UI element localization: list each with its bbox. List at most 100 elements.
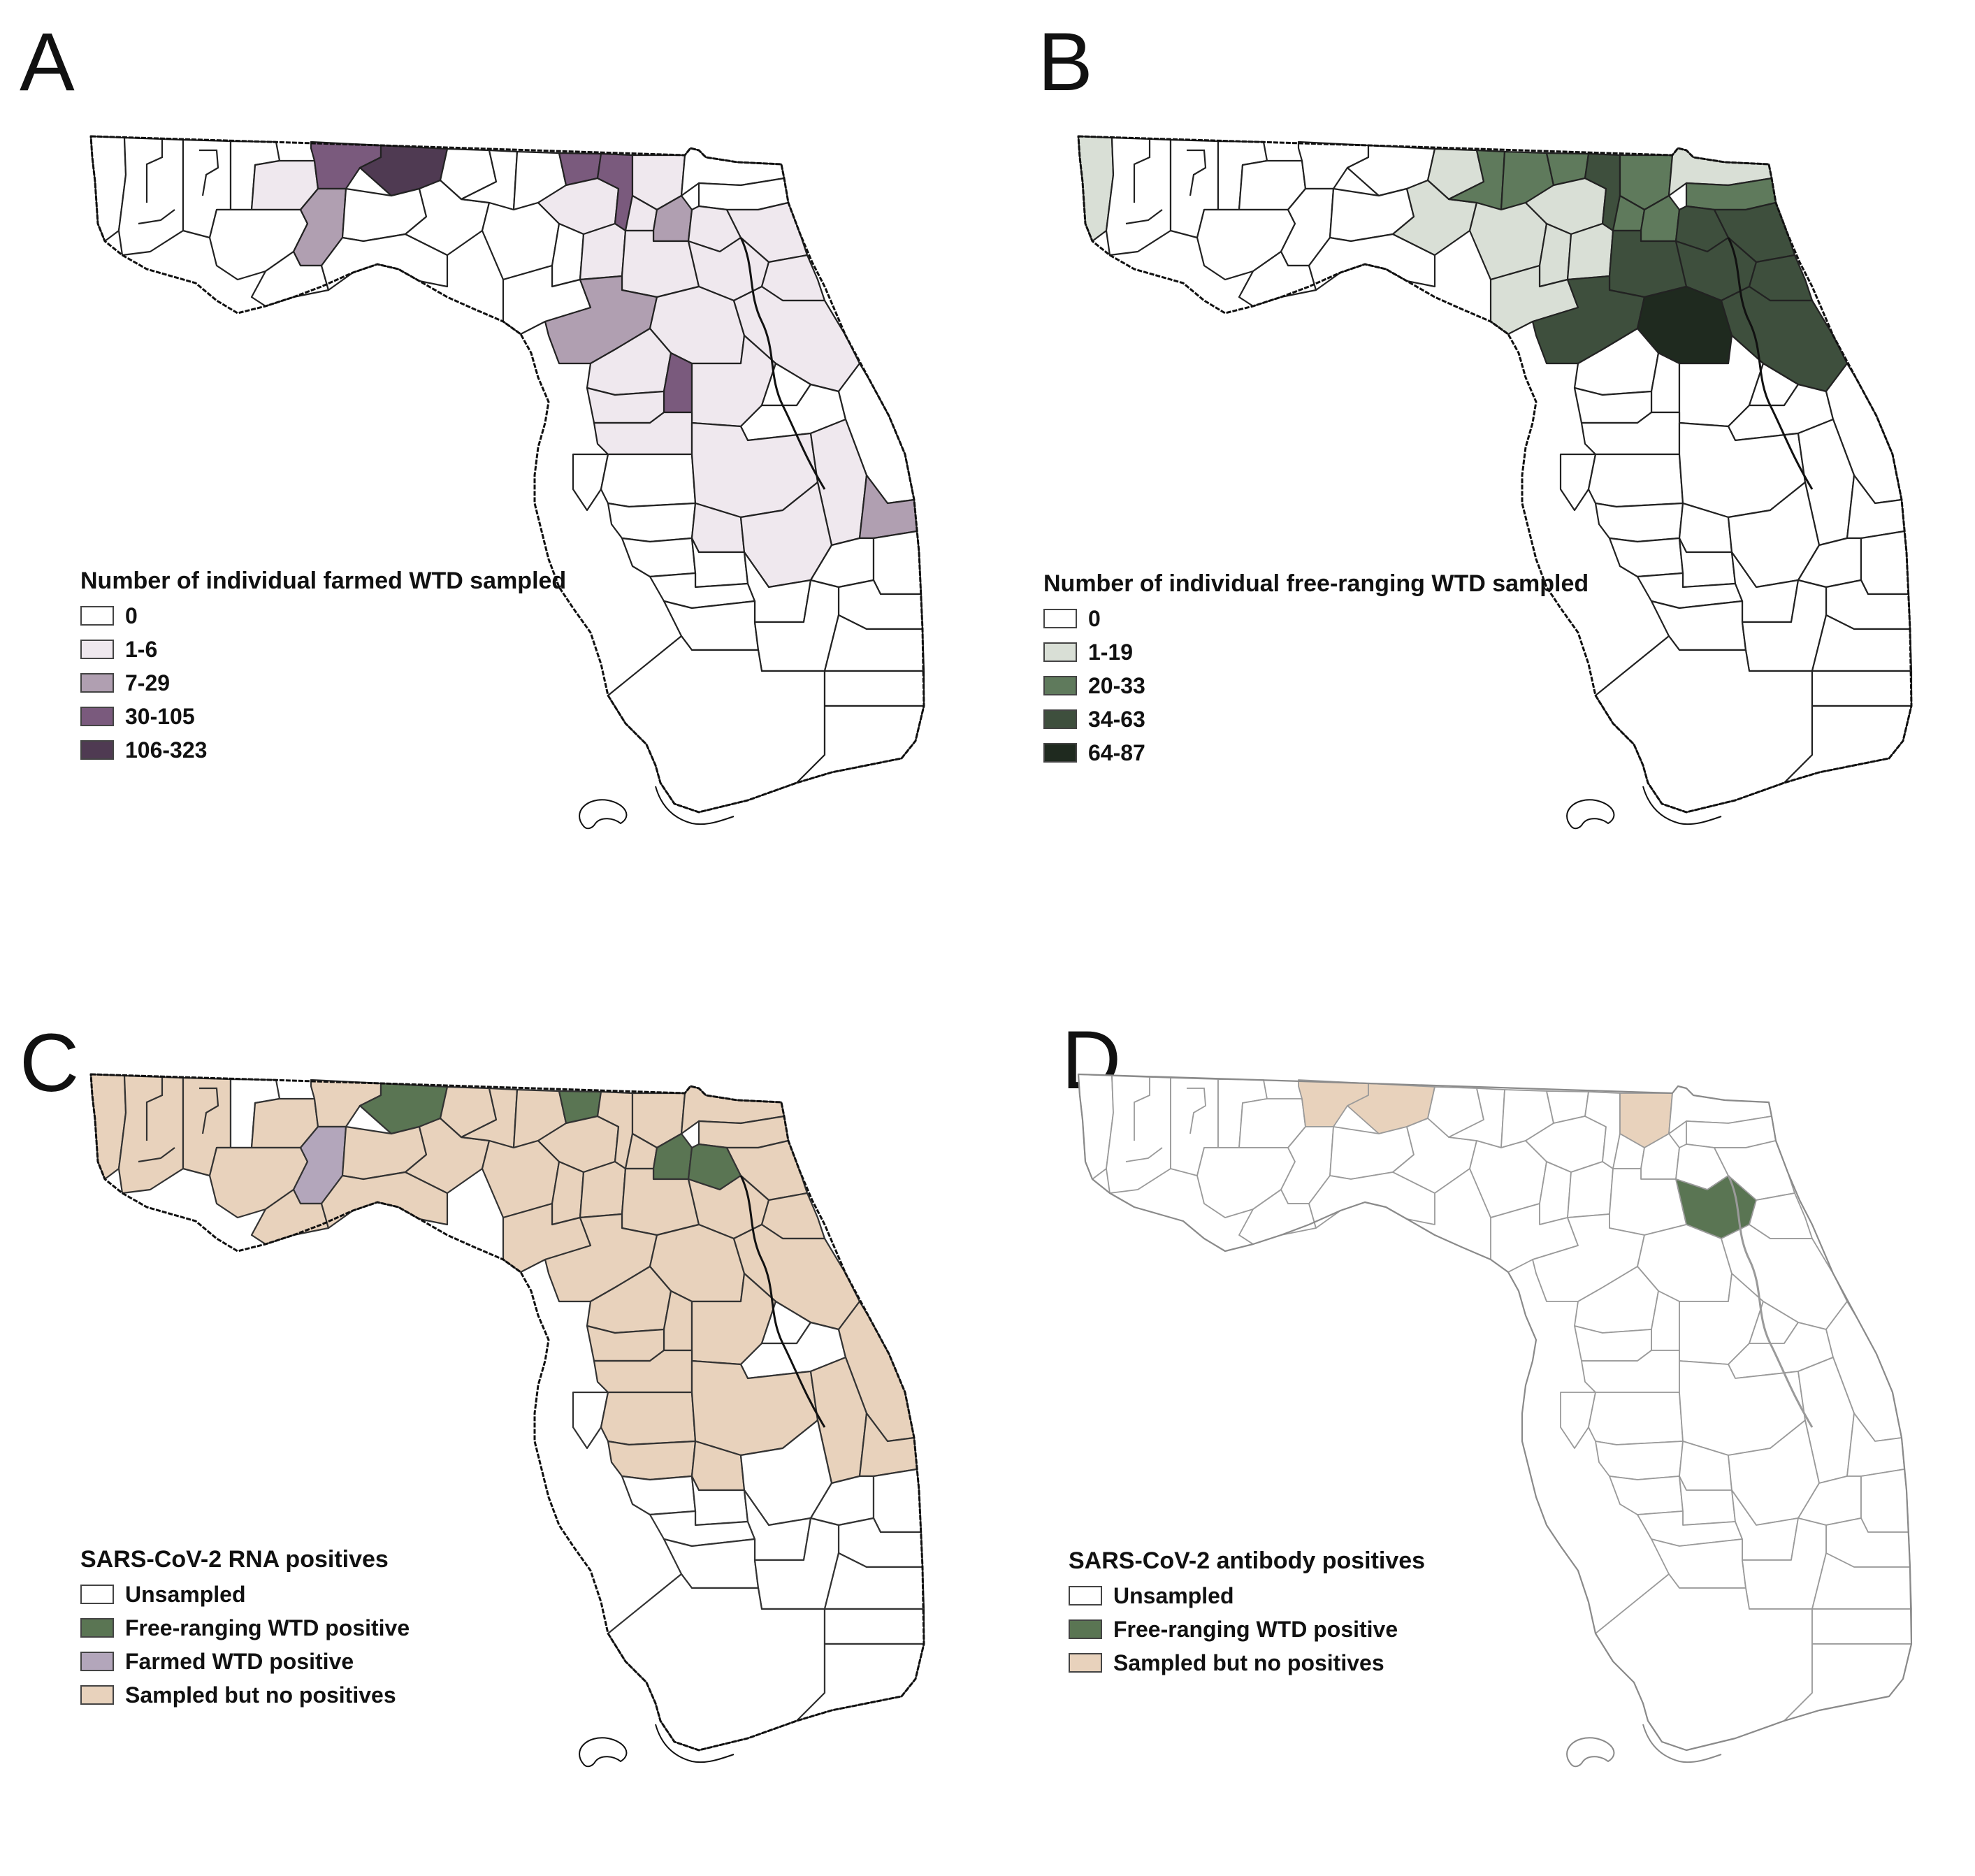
county-manatee: [607, 502, 697, 543]
legend-swatch: [80, 673, 114, 693]
county-panhandle2: [1105, 136, 1172, 257]
state-outline: [89, 1073, 925, 1752]
county-hillsborough: [1587, 453, 1684, 508]
county-boundary: [1133, 138, 1151, 203]
legend: SARS-CoV-2 antibody positives Unsampled …: [1069, 1547, 1425, 1680]
county-hillsborough: [600, 453, 697, 508]
legend-label: 34-63: [1088, 706, 1145, 732]
county-boundary: [1125, 209, 1163, 225]
state-outline: [1077, 1073, 1913, 1752]
county-stlucie: [1860, 530, 1910, 596]
county-boundary: [1125, 1147, 1163, 1162]
legend-label: Sampled but no positives: [1113, 1650, 1384, 1675]
county-pinellas: [572, 1391, 609, 1450]
county-alachua: [621, 1167, 700, 1236]
legend-item: Unsampled: [1069, 1579, 1425, 1612]
legend: Number of individual farmed WTD sampled …: [80, 568, 566, 767]
keys-outline: [655, 1724, 735, 1763]
legend-swatch: [80, 1618, 114, 1638]
legend-swatch: [1069, 1586, 1102, 1606]
legend-title: Number of individual free-ranging WTD sa…: [1043, 570, 1589, 597]
legend-item: 30-105: [80, 700, 566, 733]
county-stlucie: [872, 530, 923, 596]
county-boundary: [145, 138, 164, 203]
legend-label: 1-6: [125, 636, 158, 662]
legend-item: 20-33: [1043, 669, 1589, 702]
county-boundary: [145, 1076, 164, 1141]
county-alachua: [1609, 1168, 1687, 1236]
county-pinellas: [1560, 1392, 1596, 1449]
county-boundary: [1187, 149, 1207, 196]
legend-item: 0: [80, 599, 566, 633]
legend-item: Sampled but no positives: [1069, 1646, 1425, 1680]
county-boundary: [199, 1087, 219, 1134]
legend-swatch: [80, 740, 114, 760]
legend-swatch: [1043, 709, 1077, 729]
legend-title: SARS-CoV-2 RNA positives: [80, 1546, 389, 1573]
legend-item: Free-ranging WTD positive: [80, 1611, 410, 1645]
river-line: [739, 237, 826, 490]
county-panhandle2: [117, 136, 185, 257]
county-manatee: [1594, 502, 1684, 543]
county-layer: [1077, 135, 1913, 830]
panel-letter: A: [20, 16, 75, 108]
legend-swatch: [1043, 743, 1077, 763]
legend-label: 0: [1088, 605, 1101, 631]
legend-label: Sampled but no positives: [125, 1682, 396, 1708]
state-outline: [1077, 135, 1913, 814]
legend-item: 64-87: [1043, 736, 1589, 770]
county-panhandle2: [1106, 1075, 1171, 1194]
florida-county-map: [1077, 1073, 1913, 1768]
island-outline: [1566, 799, 1615, 830]
legend-item: Unsampled: [80, 1578, 410, 1611]
county-layer: [1077, 1073, 1913, 1768]
legend-label: Farmed WTD positive: [125, 1648, 354, 1674]
legend-label: 20-33: [1088, 672, 1145, 698]
legend-title: Number of individual farmed WTD sampled: [80, 568, 567, 594]
county-boundary: [138, 209, 175, 225]
county-boundary: [1134, 1076, 1150, 1141]
legend-swatch: [80, 640, 114, 659]
county-broward: [1811, 670, 1913, 707]
legend-item: Free-ranging WTD positive: [1069, 1612, 1425, 1646]
panel-d: D SARS-CoV-2 antibody positives Unsample…: [988, 938, 1975, 1876]
legend-item: 34-63: [1043, 702, 1589, 736]
legend-item: 1-19: [1043, 635, 1589, 669]
legend-swatch: [1069, 1619, 1102, 1639]
legend-swatch: [80, 1685, 114, 1705]
county-hillsborough: [600, 1391, 697, 1446]
legend-title: SARS-CoV-2 antibody positives: [1069, 1547, 1426, 1574]
legend-item: Sampled but no positives: [80, 1678, 410, 1712]
river-line: [739, 1175, 826, 1428]
county-nassau: [680, 147, 786, 197]
county-alachua: [621, 229, 700, 298]
legend-label: Free-ranging WTD positive: [1113, 1616, 1398, 1642]
river-line: [1727, 1175, 1814, 1428]
county-alachua: [1608, 229, 1688, 298]
legend: Number of individual free-ranging WTD sa…: [1043, 570, 1589, 770]
river-line: [1727, 237, 1814, 490]
island-outline: [579, 1737, 628, 1768]
legend-swatch: [1043, 642, 1077, 662]
county-broward: [823, 670, 925, 707]
panel-a: A Number of individual farmed WTD sample…: [0, 0, 988, 938]
legend: SARS-CoV-2 RNA positives Unsampled Free-…: [80, 1546, 410, 1712]
county-manatee: [607, 1440, 697, 1481]
legend-item: 7-29: [80, 666, 566, 700]
florida-county-map: [1077, 135, 1913, 830]
legend-item: Farmed WTD positive: [80, 1645, 410, 1678]
keys-outline: [1642, 786, 1722, 825]
keys-outline: [655, 786, 735, 825]
legend-label: 0: [125, 603, 138, 628]
county-franklin: [1308, 1171, 1435, 1229]
island-outline: [579, 799, 628, 830]
legend-swatch: [80, 606, 114, 626]
panel-b: B Number of individual free-ranging WTD …: [988, 0, 1975, 938]
county-nassau: [680, 1085, 786, 1135]
panel-c: C SARS-CoV-2 RNA positives Unsampled Fre…: [0, 938, 988, 1876]
county-layer: [89, 135, 925, 830]
florida-county-map: [89, 135, 925, 830]
county-manatee: [1595, 1441, 1684, 1480]
legend-swatch: [80, 707, 114, 726]
panel-letter: C: [20, 1017, 80, 1109]
